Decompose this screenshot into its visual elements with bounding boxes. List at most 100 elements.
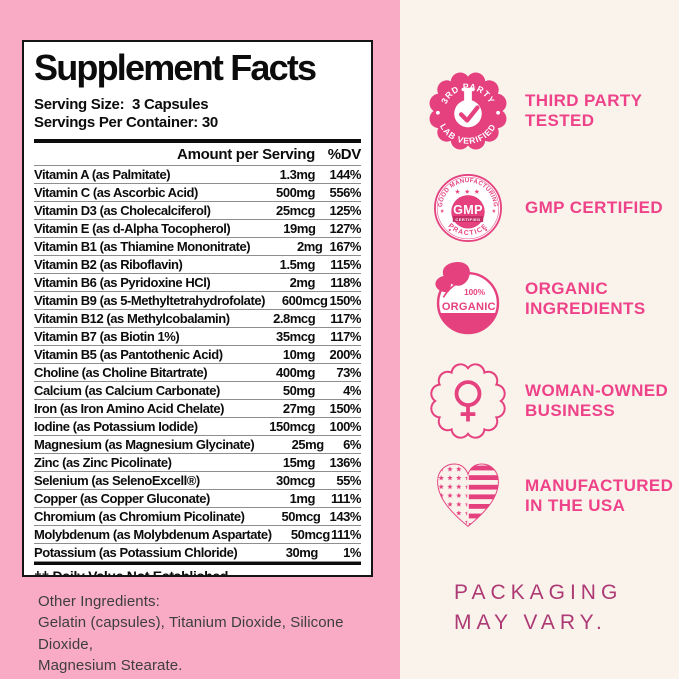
nutrient-name: Vitamin C (as Ascorbic Acid) [34,184,198,200]
lab-flask-icon [454,87,482,128]
svg-text:*: * [492,208,496,218]
table-row: Chromium (as Chromium Picolinate) 50mcg 14… [34,508,361,526]
nutrient-amount: 150mcg [269,418,315,434]
badge-label: MANUFACTURED IN THE USA [525,475,674,515]
table-row: Vitamin B6 (as Pyridoxine HCl) 2mg 118% [34,274,361,292]
nutrient-dv: 167% [329,238,362,254]
nutrient-name: Potassium (as Potassium Chloride) [34,544,238,560]
nutrient-name: Vitamin B1 (as Thiamine Mononitrate) [34,238,251,254]
nutrient-name: Vitamin B2 (as Riboflavin) [34,256,183,272]
nutrient-amount: 50mcg [290,526,330,542]
daily-value-footnote: †† Daily Value Not Established [34,567,229,577]
table-row: Vitamin D3 (as Cholecalciferol) 25mcg 125% [34,202,361,220]
nutrient-dv: 150% [329,400,362,416]
badge-label: THIRD PARTY TESTED [525,90,643,130]
column-dv: %DV [327,145,362,163]
table-row: Magnesium (as Magnesium Glycinate) 25mg 6% [34,436,361,454]
nutrient-amount: 27mg [282,400,316,416]
supplement-facts-panel: Supplement Facts Serving Size: 3 Capsule… [22,40,373,577]
nutrient-dv: 1% [343,544,361,560]
nutrient-amount: 1.3mg [279,166,316,182]
table-header: Amount per Serving %DV [34,143,361,166]
leaf-icon [435,275,452,293]
nutrient-dv: 556% [329,184,362,200]
nutrient-dv: 127% [329,220,362,236]
nutrient-amount: 2.8mcg [273,310,316,326]
gmp-seal-icon: GOOD MANUFACTURING PRACTICE ★ ★ ★ * * GM… [424,170,512,246]
nutrient-amount: 35mcg [276,328,315,344]
nutrient-amount: 15mg [282,454,316,470]
nutrient-dv: 136% [329,454,362,470]
table-row: Zinc (as Zinc Picolinate) 15mg 136% [34,454,361,472]
nutrient-dv: 200% [329,346,362,362]
nutrient-name: Chromium (as Chromium Picolinate) [34,508,245,524]
nutrient-amount: 2mg [289,274,316,290]
table-row: Vitamin B5 (as Pantothenic Acid) 10mg 200% [34,346,361,364]
nutrient-dv: 73% [336,364,361,380]
nutrient-dv: 100% [329,418,362,434]
usa-flag-heart-icon [424,456,512,536]
svg-text:*: * [441,208,445,218]
badge-label: GMP CERTIFIED [525,197,664,217]
table-row: Potassium (as Potassium Chloride) 30mg 1% [34,544,361,562]
nutrient-amount: 30mcg [276,472,315,488]
column-amount: Amount per Serving [177,145,315,163]
nutrient-dv: 115% [330,256,361,272]
nutrient-name: Vitamin B12 (as Methylcobalamin) [34,310,230,326]
nutrient-name: Vitamin D3 (as Cholecalciferol) [34,202,211,218]
nutrient-dv: 55% [336,472,361,488]
badge-gmp-certified: GOOD MANUFACTURING PRACTICE ★ ★ ★ * * GM… [424,165,674,251]
nutrient-amount: 50mg [282,382,316,398]
nutrient-name: Magnesium (as Magnesium Glycinate) [34,436,255,452]
nutrient-name: Molybdenum (as Molybdenum Aspartate) [34,526,272,542]
nutrient-dv: 4% [343,382,361,398]
badge-third-party-tested: 3RD PARTY LAB VERIFIED THIRD PARTY TESTE… [424,68,674,154]
gmp-text: GMP [453,203,483,217]
table-row: Choline (as Choline Bitartrate) 400mg 73% [34,364,361,382]
servings-per-container: Servings Per Container: 30 [34,114,218,132]
other-ingredients-line2: Magnesium Stearate. [38,656,183,674]
nutrient-amount: 500mg [276,184,315,200]
nutrient-name: Copper (as Copper Gluconate) [34,490,210,506]
serving-size: Serving Size: 3 Capsules [34,95,209,113]
nutrient-dv: 111% [330,490,361,506]
header-divider-bar [34,138,361,143]
nutrient-name: Calcium (as Calcium Carbonate) [34,382,220,398]
nutrient-dv: 125% [329,202,362,218]
table-row: Vitamin E (as d-Alpha Tocopherol) 19mg 127… [34,220,361,238]
table-row: Vitamin B7 (as Biotin 1%) 35mcg 117% [34,328,361,346]
stars-row: ★ ★ ★ [455,189,481,196]
nutrient-amount: 1mg [289,490,316,506]
certified-banner [452,215,484,223]
nutrient-dv: 111% [330,526,361,542]
nutrient-dv: 150% [329,292,362,308]
organic-percent-text: 100% [464,288,486,297]
table-row: Iron (as Iron Amino Acid Chelate) 27mg 150… [34,400,361,418]
badge-manufactured-usa: MANUFACTURED IN THE USA [424,453,674,539]
badge-woman-owned-business: WOMAN-OWNED BUSINESS [424,358,674,444]
other-ingredients-line1: Gelatin (capsules), Titanium Dioxide, Si… [38,614,344,653]
nutrient-amount: 19mg [283,220,316,236]
organic-100-percent-seal-icon: 100% ORGANIC [424,258,512,340]
nutrient-name: Vitamin A (as Palmitate) [34,166,171,182]
nutrient-dv: 117% [330,310,361,326]
table-row: Vitamin C (as Ascorbic Acid) 500mg 556% [34,184,361,202]
table-row: Iodine (as Potassium Iodide) 150mcg 100% [34,418,361,436]
nutrient-amount: 1.5mg [279,256,316,272]
table-row: Calcium (as Calcium Carbonate) 50mg 4% [34,382,361,400]
badge-label: ORGANIC INGREDIENTS [525,278,646,318]
nutrient-name: Selenium (as SelenoExcell®) [34,472,200,488]
nutrient-name: Vitamin B9 (as 5-Methyltetrahydrofolate) [34,292,265,308]
nutrient-name: Zinc (as Zinc Picolinate) [34,454,172,470]
other-ingredients: Other Ingredients: Gelatin (capsules), T… [38,591,378,676]
nutrient-name: Iodine (as Potassium Iodide) [34,418,198,434]
venus-symbol-icon [454,380,482,422]
nutrient-dv: 118% [330,274,361,290]
panel-title: Supplement Facts [34,47,317,88]
nutrient-amount: 30mg [285,544,319,560]
nutrient-amount: 2mg [296,238,323,254]
table-row: Vitamin B9 (as 5-Methyltetrahydrofolate)… [34,292,361,310]
nutrient-amount: 50mcg [281,508,321,524]
nutrient-amount: 25mcg [276,202,315,218]
checkmark-icon [458,105,480,123]
